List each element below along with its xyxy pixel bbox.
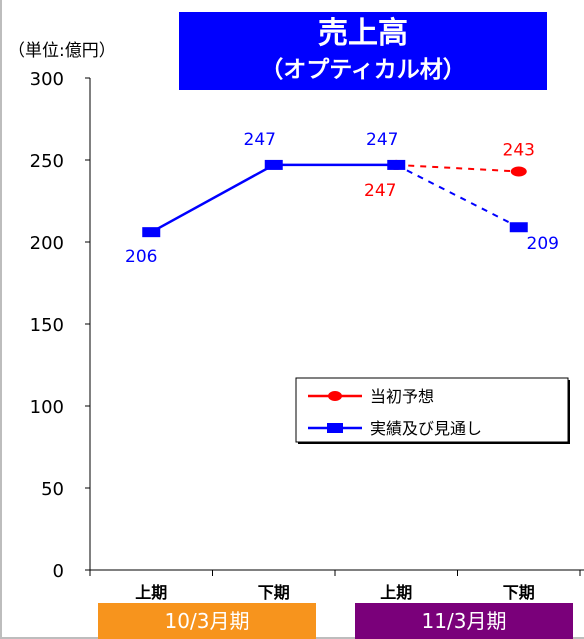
data-label: 209	[527, 234, 559, 254]
title-box: 売上高 （オプティカル材）	[179, 12, 547, 90]
y-tick-label: 150	[30, 315, 64, 336]
legend-swatch-square	[327, 423, 343, 433]
y-tick-label: 250	[30, 151, 64, 172]
data-label: 206	[125, 247, 157, 267]
series-line-segment	[150, 163, 275, 234]
data-point-square	[387, 159, 406, 170]
y-tick-label: 200	[30, 233, 64, 254]
unit-label: （単位:億円）	[8, 41, 116, 61]
data-point-circle	[510, 166, 527, 177]
x-category-label: 下期	[258, 583, 290, 602]
data-label: 247	[364, 181, 396, 201]
data-point-square	[142, 227, 161, 238]
chart-subtitle: （オプティカル材）	[260, 57, 466, 83]
y-tick-label: 0	[53, 561, 64, 582]
y-tick-label: 100	[30, 397, 64, 418]
x-category-label: 上期	[135, 583, 167, 602]
legend-label: 当初予想	[370, 387, 434, 406]
data-label: 247	[244, 130, 276, 150]
data-label: 247	[366, 130, 398, 150]
data-label: 243	[503, 140, 535, 160]
x-category-label: 下期	[503, 583, 535, 602]
x-category-label: 上期	[380, 583, 412, 602]
chart-title: 売上高	[318, 16, 408, 51]
y-tick-label: 300	[30, 69, 64, 90]
legend-label: 実績及び見通し	[370, 419, 482, 438]
data-point-square	[264, 159, 283, 170]
data-point-square	[509, 222, 528, 233]
y-tick-label: 50	[41, 479, 64, 500]
period-label-fy11: 11/3月期	[355, 603, 573, 639]
period-label-fy10: 10/3月期	[98, 603, 316, 639]
frame-left-border	[0, 0, 2, 639]
legend-swatch-circle	[328, 391, 342, 401]
series-line-segment	[395, 164, 520, 229]
series-line-segment	[396, 163, 519, 173]
